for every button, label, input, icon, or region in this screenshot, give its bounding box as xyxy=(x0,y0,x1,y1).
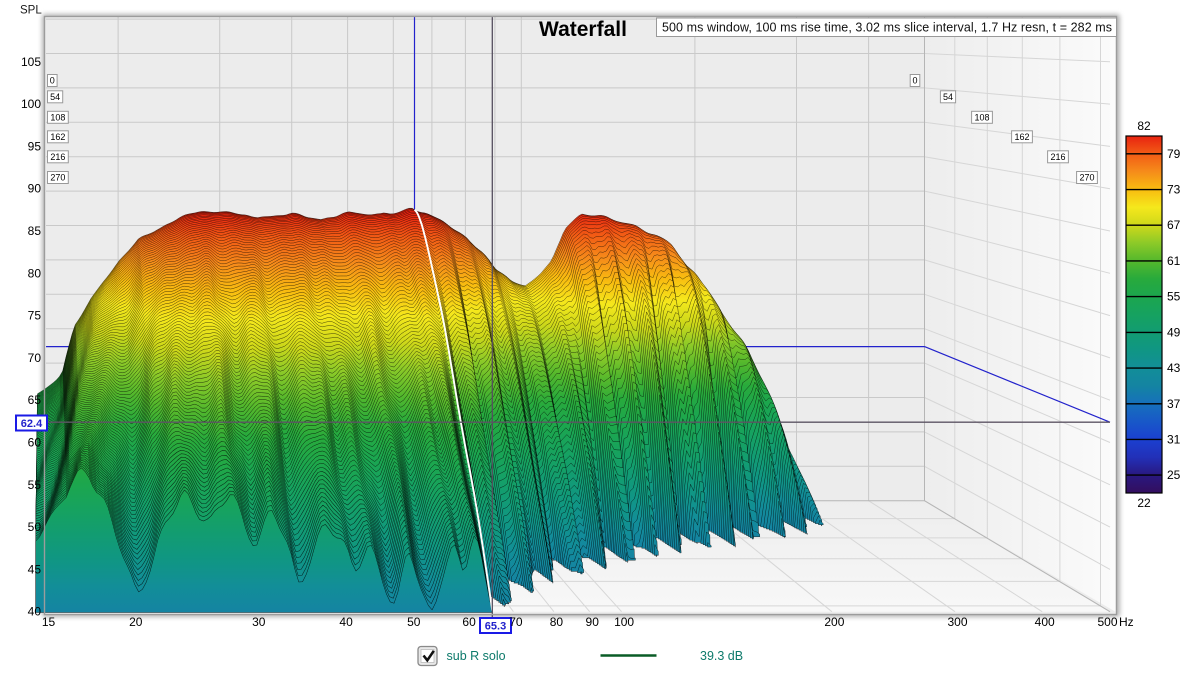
svg-text:43: 43 xyxy=(1167,361,1181,375)
svg-text:40: 40 xyxy=(28,605,42,619)
svg-text:85: 85 xyxy=(28,224,42,238)
svg-text:61: 61 xyxy=(1167,254,1181,268)
svg-text:108: 108 xyxy=(974,113,989,123)
svg-text:105: 105 xyxy=(21,55,41,69)
svg-text:54: 54 xyxy=(943,92,953,102)
svg-text:15: 15 xyxy=(42,615,56,629)
svg-text:55: 55 xyxy=(1167,290,1181,304)
svg-text:216: 216 xyxy=(50,152,65,162)
svg-text:31: 31 xyxy=(1167,432,1181,446)
svg-text:55: 55 xyxy=(28,478,42,492)
svg-text:400: 400 xyxy=(1035,615,1055,629)
svg-text:22: 22 xyxy=(1137,496,1151,510)
svg-text:49: 49 xyxy=(1167,325,1181,339)
svg-text:70: 70 xyxy=(509,615,523,629)
svg-text:90: 90 xyxy=(28,182,42,196)
svg-text:82: 82 xyxy=(1137,119,1151,133)
svg-text:162: 162 xyxy=(50,132,65,142)
svg-text:216: 216 xyxy=(1050,152,1065,162)
svg-text:50: 50 xyxy=(28,520,42,534)
svg-text:sub R solo: sub R solo xyxy=(447,649,506,663)
svg-text:500 ms window, 100 ms rise tim: 500 ms window, 100 ms rise time, 3.02 ms… xyxy=(662,21,1112,35)
svg-text:60: 60 xyxy=(28,436,42,450)
svg-text:0: 0 xyxy=(50,76,55,86)
svg-text:270: 270 xyxy=(1079,173,1094,183)
svg-text:73: 73 xyxy=(1167,183,1181,197)
svg-text:80: 80 xyxy=(28,266,42,280)
svg-text:80: 80 xyxy=(550,615,564,629)
svg-text:37: 37 xyxy=(1167,397,1181,411)
svg-text:25: 25 xyxy=(1167,468,1181,482)
svg-text:45: 45 xyxy=(28,562,42,576)
svg-text:65.3: 65.3 xyxy=(485,621,506,633)
svg-text:67: 67 xyxy=(1167,218,1181,232)
svg-text:79: 79 xyxy=(1167,147,1181,161)
svg-text:70: 70 xyxy=(28,351,42,365)
svg-text:50: 50 xyxy=(407,615,421,629)
svg-text:100: 100 xyxy=(614,615,634,629)
svg-text:39.3 dB: 39.3 dB xyxy=(700,649,743,663)
svg-text:20: 20 xyxy=(129,615,143,629)
svg-text:162: 162 xyxy=(1014,132,1029,142)
svg-text:500: 500 xyxy=(1097,615,1117,629)
svg-text:100: 100 xyxy=(21,97,41,111)
svg-text:60: 60 xyxy=(462,615,476,629)
svg-text:300: 300 xyxy=(947,615,967,629)
svg-text:30: 30 xyxy=(252,615,266,629)
svg-text:Waterfall: Waterfall xyxy=(539,18,627,41)
svg-text:Hz: Hz xyxy=(1119,615,1134,629)
svg-text:54: 54 xyxy=(50,92,60,102)
svg-text:40: 40 xyxy=(339,615,353,629)
svg-text:200: 200 xyxy=(824,615,844,629)
svg-text:270: 270 xyxy=(50,173,65,183)
svg-text:SPL: SPL xyxy=(20,5,42,17)
svg-text:75: 75 xyxy=(28,309,42,323)
svg-text:65: 65 xyxy=(28,393,42,407)
svg-text:62.4: 62.4 xyxy=(21,418,43,430)
svg-text:95: 95 xyxy=(28,139,42,153)
svg-text:0: 0 xyxy=(912,76,917,86)
svg-text:108: 108 xyxy=(50,113,65,123)
svg-text:90: 90 xyxy=(586,615,600,629)
